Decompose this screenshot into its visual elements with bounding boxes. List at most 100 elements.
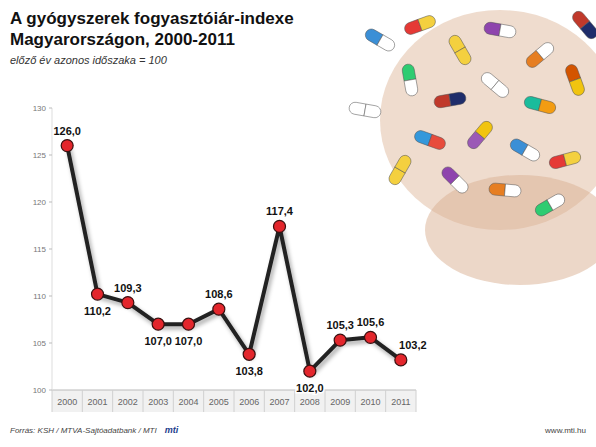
marker (395, 354, 407, 366)
hand (425, 175, 596, 285)
pill-half (522, 145, 542, 163)
x-separator (143, 390, 144, 412)
subtitle: előző év azonos időszaka = 100 (10, 54, 168, 66)
pill-half (548, 154, 567, 170)
data-label: 126,0 (53, 125, 81, 137)
pill (524, 40, 556, 70)
x-tick-label: 2011 (391, 397, 410, 407)
pill (403, 14, 437, 36)
pill (508, 137, 542, 163)
data-label: 109,3 (114, 282, 142, 294)
pill-half (348, 101, 366, 116)
pill (523, 95, 557, 115)
pill-half (401, 63, 416, 81)
x-separator (325, 390, 326, 412)
y-tick (49, 202, 52, 203)
pill-half (433, 94, 451, 109)
data-label: 103,8 (235, 365, 263, 377)
url: www.mti.hu (544, 426, 586, 435)
x-tick-label: 2001 (87, 397, 107, 407)
x-separator (52, 390, 53, 412)
pill (479, 70, 511, 100)
y-tick (49, 343, 52, 344)
pill-half (428, 134, 447, 151)
source: Forrás: KSH / MTVA-Sajtóadatbank / MTI (10, 426, 157, 435)
pill-half (449, 91, 467, 106)
data-label: 110,2 (84, 305, 111, 317)
pill (348, 101, 382, 118)
data-label: 107,0 (144, 335, 172, 347)
y-tick (49, 108, 52, 109)
pill-half (404, 79, 419, 97)
x-separator (203, 390, 204, 412)
marker (92, 288, 104, 300)
pill-half (377, 35, 397, 53)
data-label: 108,6 (205, 288, 233, 300)
y-tick-label: 115 (33, 245, 46, 254)
y-tick-label: 125 (33, 151, 47, 160)
x-tick-label: 2005 (209, 397, 229, 407)
y-tick-label: 100 (33, 386, 47, 395)
pill (570, 9, 596, 41)
pill-half (451, 176, 471, 196)
y-tick-label: 120 (33, 198, 47, 207)
pill (387, 153, 413, 187)
x-tick-label: 2002 (118, 397, 138, 407)
y-tick-label: 105 (33, 339, 47, 348)
y-tick-label: 130 (33, 104, 47, 113)
decoration (348, 9, 596, 285)
y-tick (49, 390, 52, 391)
data-label: 102,0 (296, 382, 324, 394)
x-separator (355, 390, 356, 412)
pill-half (491, 80, 511, 99)
x-separator (234, 390, 235, 412)
pill-half (536, 40, 556, 59)
x-tick-label: 2008 (300, 397, 320, 407)
title-line: Magyarországon, 2000-2011 (10, 30, 235, 49)
x-tick-label: 2006 (239, 397, 259, 407)
pill-half (364, 104, 382, 119)
marker (243, 348, 255, 360)
x-axis-band (52, 390, 416, 412)
pill-half (569, 78, 586, 97)
pill (489, 183, 522, 198)
title: A gyógyszerek fogyasztóiár-indexeMagyaro… (10, 9, 294, 49)
pill (401, 63, 418, 97)
data-label: 105,3 (326, 319, 354, 331)
pill (433, 91, 467, 108)
data-label: 107,0 (175, 335, 203, 347)
y-tick-label: 110 (33, 292, 46, 301)
pill-half (395, 153, 413, 173)
y-tick (49, 155, 52, 156)
x-separator (264, 390, 265, 412)
line (67, 146, 401, 372)
pill-half (489, 183, 506, 196)
pill (564, 63, 586, 97)
x-tick-label: 2000 (57, 397, 77, 407)
pill-half (499, 24, 517, 39)
pill-half (523, 95, 542, 111)
pill (483, 21, 517, 38)
pill-half (475, 119, 494, 139)
marker (365, 331, 377, 343)
pill (465, 119, 495, 151)
data-label: 105,6 (357, 316, 385, 328)
marker (334, 334, 346, 346)
marker (304, 365, 316, 377)
marker (183, 318, 195, 330)
pill-half (418, 14, 437, 31)
marker (152, 318, 164, 330)
data-label: 103,2 (399, 339, 427, 351)
data-label: 117,4 (266, 205, 294, 217)
y-tick (49, 296, 52, 297)
x-separator (112, 390, 113, 412)
marker (61, 140, 73, 152)
pill-half (504, 184, 521, 197)
x-tick-label: 2010 (360, 397, 380, 407)
marker (122, 297, 134, 309)
x-separator (294, 390, 295, 412)
pill-half (563, 150, 582, 166)
x-tick-label: 2004 (178, 397, 198, 407)
pill (447, 33, 473, 67)
x-separator (385, 390, 386, 412)
